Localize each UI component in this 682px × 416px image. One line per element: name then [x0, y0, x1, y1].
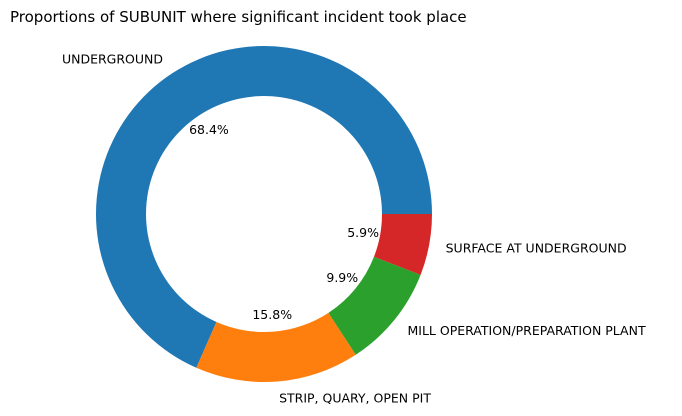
slice-mill-operation-preparation-plant	[328, 256, 421, 355]
pct-label-underground: 68.4%	[189, 122, 229, 137]
slice-label-underground: UNDERGROUND	[62, 52, 163, 67]
slice-surface-at-underground	[373, 214, 432, 275]
chart-title: Proportions of SUBUNIT where significant…	[10, 8, 467, 26]
pct-label-strip-quary-open-pit: 15.8%	[252, 307, 292, 322]
pct-label-surface-at-underground: 5.9%	[347, 225, 379, 240]
slice-underground	[95, 46, 432, 368]
slice-label-mill-operation-preparation-plant: MILL OPERATION/PREPARATION PLANT	[407, 323, 645, 338]
slice-label-strip-quary-open-pit: STRIP, QUARY, OPEN PIT	[279, 391, 431, 406]
labels-layer: UNDERGROUND 68.4% STRIP, QUARY, OPEN PIT 15…	[62, 52, 646, 406]
slice-label-surface-at-underground: SURFACE AT UNDERGROUND	[446, 241, 627, 256]
slices-layer	[95, 46, 432, 383]
slice-strip-quary-open-pit	[196, 312, 356, 383]
pct-label-mill-operation-preparation-plant: 9.9%	[326, 270, 358, 285]
